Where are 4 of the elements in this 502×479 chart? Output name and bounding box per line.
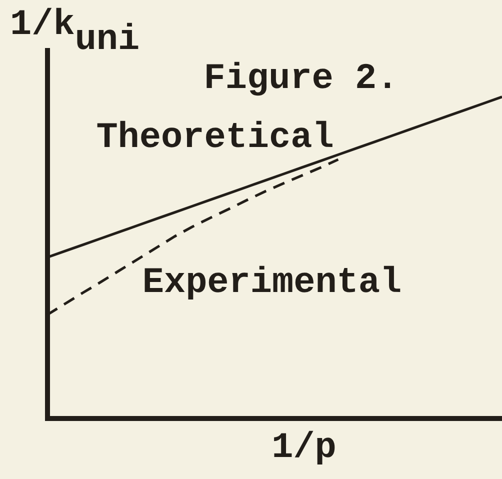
- series-label: Theoretical: [96, 117, 334, 158]
- chart-title: Figure 2.: [204, 58, 398, 99]
- series-label: Experimental: [142, 262, 402, 303]
- x-axis-title: 1/p: [272, 427, 336, 468]
